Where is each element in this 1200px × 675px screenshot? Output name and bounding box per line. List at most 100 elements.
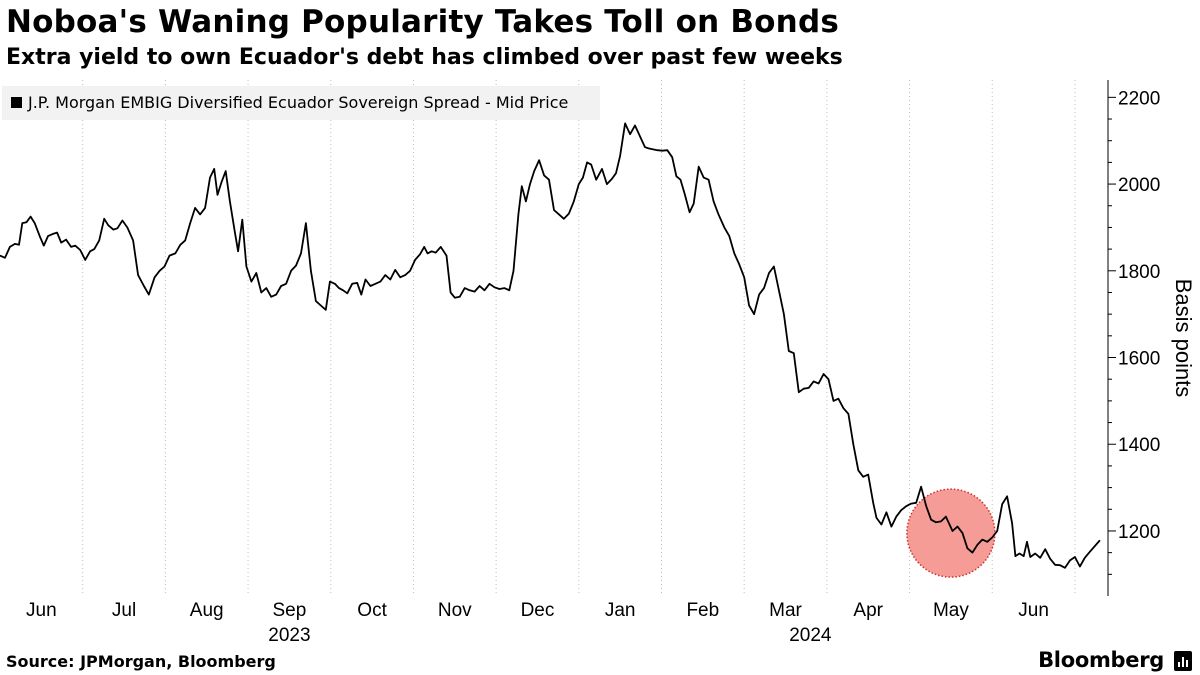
- data-point: [374, 283, 376, 285]
- data-point: [270, 296, 272, 298]
- data-point: [469, 289, 471, 291]
- x-tick-label: Oct: [357, 600, 387, 621]
- data-point: [563, 218, 565, 220]
- data-point: [890, 526, 893, 528]
- data-point: [634, 124, 636, 127]
- data-point: [209, 177, 211, 179]
- data-point: [184, 239, 186, 241]
- data-point: [43, 245, 45, 247]
- data-point: [900, 509, 902, 511]
- data-point: [320, 304, 322, 307]
- chart-title: Noboa's Waning Popularity Takes Toll on …: [6, 4, 839, 40]
- y-tick-label: 2200: [1118, 88, 1160, 109]
- data-point: [675, 175, 678, 177]
- data-point: [951, 530, 954, 532]
- data-point: [827, 378, 830, 380]
- data-point: [723, 226, 725, 228]
- data-point: [435, 252, 437, 254]
- highlight-circle: [906, 488, 996, 578]
- data-point: [930, 519, 932, 521]
- data-point: [1074, 556, 1076, 558]
- data-point: [70, 246, 72, 248]
- data-point: [474, 291, 476, 293]
- data-point: [103, 218, 105, 220]
- data-point: [414, 259, 416, 261]
- data-point: [154, 276, 156, 278]
- data-point: [847, 413, 850, 415]
- data-point: [573, 200, 575, 202]
- data-point: [832, 400, 835, 402]
- data-point: [459, 296, 461, 298]
- data-point: [199, 213, 201, 215]
- x-tick-label: Jan: [605, 600, 636, 621]
- data-point: [503, 287, 505, 289]
- data-point: [818, 382, 820, 385]
- data-point: [803, 388, 805, 390]
- data-point: [454, 297, 456, 299]
- data-point: [517, 213, 520, 215]
- data-point: [629, 133, 631, 135]
- data-point: [0, 255, 1, 257]
- data-point: [426, 252, 429, 254]
- data-point: [483, 289, 486, 291]
- data-point: [148, 294, 150, 296]
- data-point: [738, 263, 740, 265]
- data-point: [384, 274, 386, 276]
- data-point: [652, 148, 654, 150]
- bloomberg-logo: Bloomberg: [1038, 648, 1164, 672]
- data-point: [1014, 555, 1017, 557]
- data-point: [132, 239, 134, 241]
- data-point: [329, 281, 331, 283]
- data-point: [34, 222, 36, 224]
- data-point: [260, 291, 262, 294]
- legend-label: J.P. Morgan EMBIG Diversified Ecuador So…: [27, 93, 568, 112]
- data-point: [216, 194, 219, 196]
- data-point: [543, 174, 545, 176]
- data-point: [9, 246, 11, 248]
- data-point: [498, 288, 500, 290]
- data-point: [768, 272, 770, 274]
- data-point: [512, 270, 515, 272]
- data-point: [351, 283, 353, 285]
- data-point: [961, 532, 964, 534]
- data-point: [773, 265, 775, 268]
- data-point: [245, 265, 247, 268]
- data-point: [225, 170, 227, 172]
- data-point: [862, 476, 864, 478]
- x-tick-label: Jul: [112, 600, 136, 621]
- data-point: [578, 183, 580, 185]
- data-point: [808, 387, 810, 389]
- data-point: [121, 219, 123, 222]
- data-point: [60, 242, 62, 244]
- data-point: [935, 521, 937, 523]
- data-point: [590, 164, 592, 166]
- data-point: [748, 304, 750, 307]
- data-point: [698, 166, 700, 168]
- data-point: [98, 239, 100, 241]
- data-point: [93, 248, 95, 250]
- data-point: [671, 156, 673, 158]
- data-point: [174, 252, 176, 254]
- data-point: [168, 255, 171, 257]
- data-point: [280, 285, 282, 287]
- data-point: [615, 172, 617, 174]
- data-point: [126, 226, 128, 228]
- data-point: [237, 250, 239, 252]
- data-point: [56, 232, 58, 234]
- data-point: [538, 159, 540, 161]
- data-point: [315, 300, 317, 302]
- data-point: [295, 265, 297, 267]
- data-point: [945, 516, 947, 518]
- data-point: [189, 222, 191, 224]
- data-point: [179, 244, 181, 246]
- data-point: [234, 231, 236, 233]
- data-point: [399, 276, 401, 278]
- data-point: [1044, 548, 1046, 550]
- data-point: [986, 541, 988, 543]
- data-point: [305, 222, 307, 224]
- data-point: [529, 183, 531, 185]
- data-point: [1006, 495, 1008, 497]
- data-point: [290, 270, 292, 272]
- data-point: [488, 283, 491, 285]
- data-point: [1079, 565, 1081, 568]
